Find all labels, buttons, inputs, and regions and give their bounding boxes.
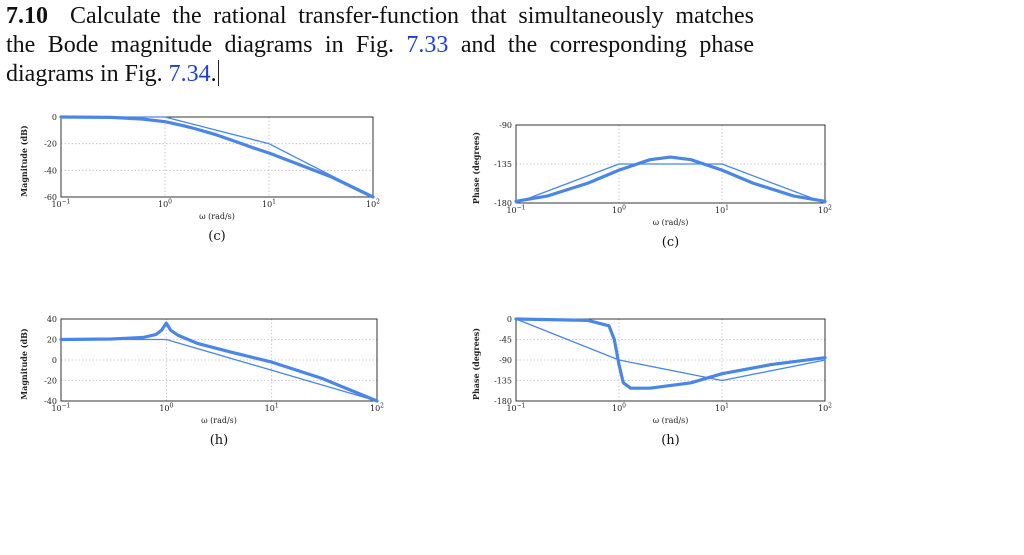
y-tick-label: 0 [52,113,57,122]
x-tick-label: 100 [612,205,626,216]
series-exact-curve [59,115,375,199]
x-axis-label: ω (rad/s) [653,218,689,227]
x-tick-label: 102 [818,403,832,414]
x-axis-label: ω (rad/s) [653,416,689,425]
figure-caption: (c) [662,235,679,250]
figure-caption: (h) [210,433,229,448]
y-tick-label: -135 [494,377,512,386]
y-axis-label: Phase (degrees) [471,132,481,204]
chart-h-phase: 0 -45 -90 -135 -180 10−1 100 101 102 ω (rad/s) Pha… [470,302,845,467]
x-tick-label: 100 [159,403,173,414]
y-tick-label: -20 [44,140,57,149]
y-tick-label: -90 [499,356,512,365]
x-tick-label: 100 [612,403,626,414]
y-tick-label: -45 [499,336,512,345]
problem-text-start: Calculate the rational transfer-function… [6,3,754,58]
y-tick-label: -135 [494,160,512,169]
problem-number: 7.10 [6,3,48,29]
y-tick-label: -40 [44,166,57,175]
problem-text-end: . [210,61,217,87]
x-tick-label: 101 [262,199,276,210]
problem-statement: 7.10 Calculate the rational transfer-func… [6,2,754,89]
y-tick-label: -60 [44,193,57,202]
y-tick-label: -40 [44,397,57,406]
x-tick-label: 10−1 [506,403,525,414]
x-axis-label: ω (rad/s) [199,212,235,221]
x-tick-label: 10−1 [506,205,525,216]
y-axis-label: Magnitude (dB) [19,328,29,400]
y-tick-label: 0 [507,315,512,324]
figure-caption: (c) [208,229,225,244]
y-tick-label: -20 [44,377,57,386]
y-axis-label: Phase (degrees) [471,328,481,400]
x-axis-label: ω (rad/s) [201,416,237,425]
figure-ref-magnitude[interactable]: 7.33 [406,32,449,58]
y-tick-label: -180 [494,397,512,406]
y-tick-label: 40 [47,315,57,324]
series-exact-curve [514,317,827,390]
figure-ref-phase[interactable]: 7.34 [168,61,211,87]
x-tick-label: 100 [158,199,172,210]
series-exact-curve [514,155,827,203]
x-tick-label: 101 [265,403,279,414]
plot-frame [515,124,826,204]
plot-frame [60,318,378,402]
y-tick-label: -90 [499,121,512,130]
series-asymptote-line [515,163,826,204]
series-exact-curve [59,321,379,403]
x-tick-label: 102 [366,199,380,210]
chart-h-magnitude: 40 20 0 -20 -40 10−1 100 101 102 ω (rad/s) Magnitu… [18,302,398,467]
problem-text-middle: and the corresponding phase diagrams in … [6,32,754,87]
y-axis-label: Magnitude (dB) [19,125,29,197]
plot-frame [60,116,374,198]
x-tick-label: 102 [370,403,384,414]
series-asymptote-line [515,318,826,382]
y-tick-label: -180 [494,199,512,208]
chart-c-magnitude: 0 -20 -40 -60 10−1 100 101 102 ω (rad/s) Magnitud… [18,100,398,265]
figure-caption: (h) [661,433,680,448]
y-tick-label: 20 [47,336,57,345]
x-tick-label: 101 [715,205,729,216]
x-tick-label: 10−1 [51,403,70,414]
x-tick-label: 10−1 [51,199,70,210]
text-cursor [217,60,219,86]
chart-c-phase: -90 -135 -180 10−1 100 101 102 ω (rad/s) Phase (… [470,108,845,268]
series-asymptote-line [60,338,378,402]
y-tick-label: 0 [52,356,57,365]
x-tick-label: 101 [715,403,729,414]
series-asymptote-line [60,116,374,198]
x-tick-label: 102 [818,205,832,216]
